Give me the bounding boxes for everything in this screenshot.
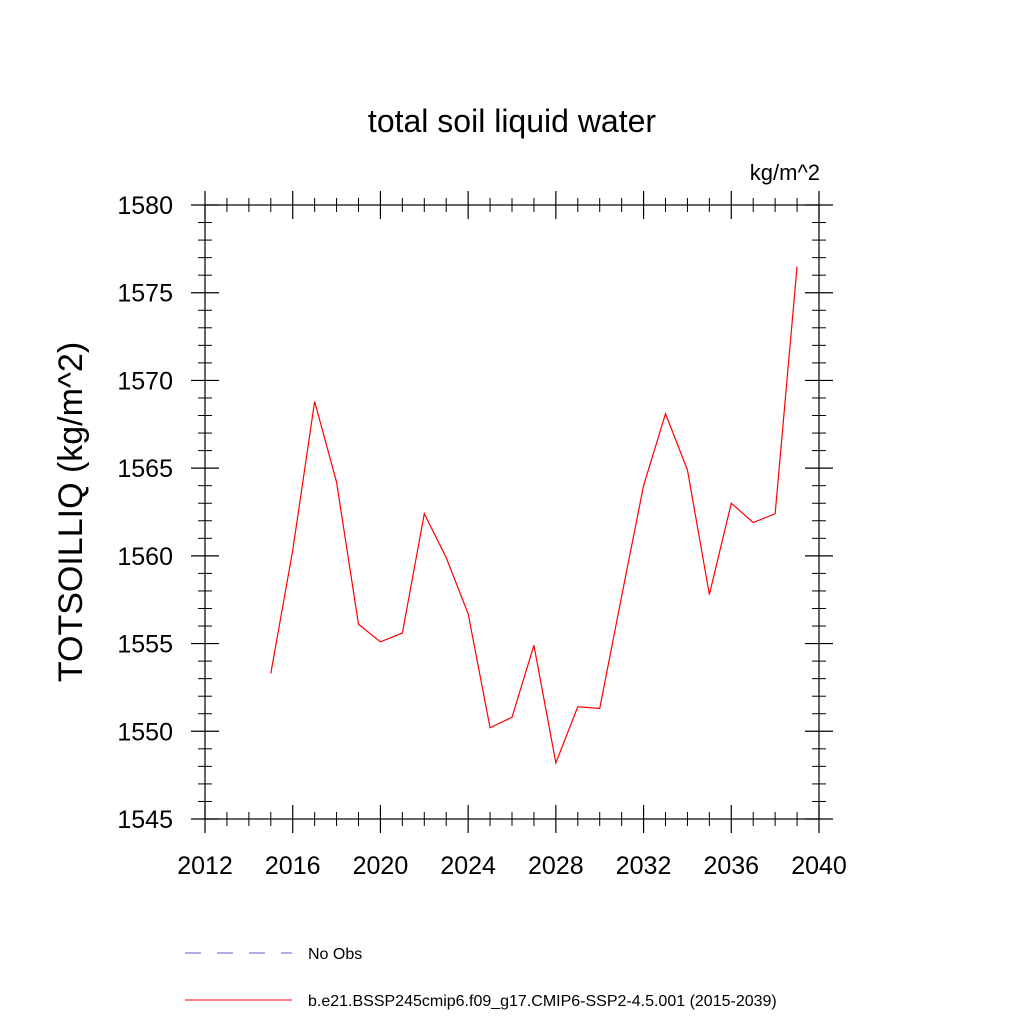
plot-frame <box>204 204 820 820</box>
series-line <box>270 266 798 766</box>
y-tick-label: 1570 <box>117 367 173 395</box>
legend-label: b.e21.BSSP245cmip6.f09_g17.CMIP6-SSP2-4.… <box>308 993 777 1010</box>
chart-title: total soil liquid water <box>368 103 656 139</box>
y-tick-label: 1555 <box>117 631 173 659</box>
y-axis-label: TOTSOILLIQ (kg/m^2) <box>52 342 90 682</box>
x-tick-label: 2012 <box>177 852 233 880</box>
y-tick-label: 1580 <box>117 192 173 220</box>
x-tick-label: 2028 <box>528 852 584 880</box>
x-tick-label: 2040 <box>791 852 847 880</box>
x-tick-label: 2016 <box>265 852 321 880</box>
y-tick-label: 1550 <box>117 718 173 746</box>
minor-ticks <box>198 198 826 826</box>
units-label: kg/m^2 <box>750 160 820 185</box>
y-tick-label: 1565 <box>117 455 173 483</box>
y-tick-label: 1575 <box>117 280 173 308</box>
major-ticks <box>191 191 833 833</box>
data-series <box>270 266 798 766</box>
y-tick-label: 1560 <box>117 543 173 571</box>
legend: No Obs b.e21.BSSP245cmip6.f09_g17.CMIP6-S… <box>185 946 777 1010</box>
y-tick-label: 1545 <box>117 806 173 834</box>
tick-labels: 2012 2016 2020 2024 2028 2032 2036 2040 1545 1550… <box>117 192 846 880</box>
x-tick-label: 2032 <box>616 852 672 880</box>
x-tick-label: 2020 <box>353 852 409 880</box>
legend-label: No Obs <box>308 946 362 963</box>
x-tick-label: 2036 <box>703 852 759 880</box>
x-tick-label: 2024 <box>440 852 496 880</box>
